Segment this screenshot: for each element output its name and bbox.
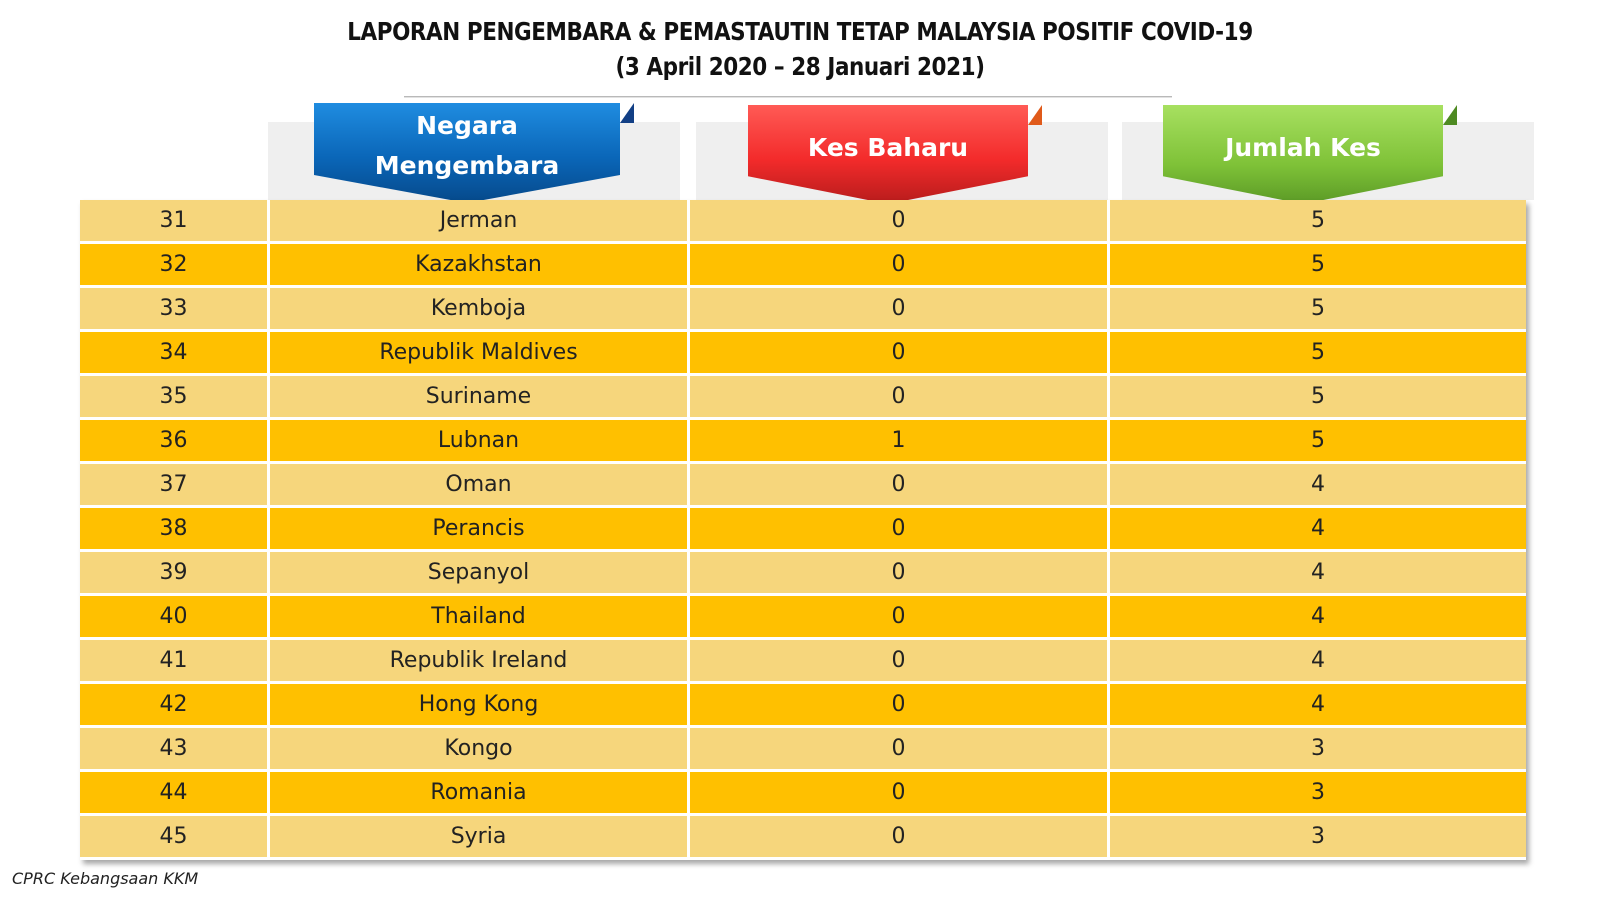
table-row: 32 Kazakhstan 0 5 [80, 244, 1526, 288]
title-divider [404, 96, 1172, 98]
header-negara-line2: Mengembara [374, 151, 560, 180]
new-cases: 0 [690, 288, 1110, 332]
country-name: Thailand [270, 596, 690, 640]
country-name: Romania [270, 772, 690, 816]
table-row: 40 Thailand 0 4 [80, 596, 1526, 640]
new-cases: 0 [690, 640, 1110, 684]
row-number: 36 [80, 420, 270, 464]
new-cases: 1 [690, 420, 1110, 464]
total-cases: 4 [1110, 640, 1526, 684]
new-cases: 0 [690, 684, 1110, 728]
row-number: 41 [80, 640, 270, 684]
new-cases: 0 [690, 552, 1110, 596]
total-cases: 4 [1110, 508, 1526, 552]
new-cases: 0 [690, 244, 1110, 288]
table-row: 31 Jerman 0 5 [80, 200, 1526, 244]
row-number: 45 [80, 816, 270, 860]
country-name: Oman [270, 464, 690, 508]
table-row: 38 Perancis 0 4 [80, 508, 1526, 552]
header-jumlah-kes-label: Jumlah Kes [1225, 132, 1381, 162]
row-number: 37 [80, 464, 270, 508]
cases-table: 31 Jerman 0 5 32 Kazakhstan 0 5 33 Kembo… [80, 200, 1526, 860]
title-line-2: (3 April 2020 – 28 Januari 2021) [615, 52, 985, 81]
total-cases: 4 [1110, 684, 1526, 728]
new-cases: 0 [690, 464, 1110, 508]
total-cases: 3 [1110, 816, 1526, 860]
country-name: Sepanyol [270, 552, 690, 596]
total-cases: 5 [1110, 200, 1526, 244]
total-cases: 4 [1110, 596, 1526, 640]
row-number: 44 [80, 772, 270, 816]
total-cases: 4 [1110, 552, 1526, 596]
country-name: Kongo [270, 728, 690, 772]
negara-banner-fold [620, 103, 634, 123]
country-name: Kazakhstan [270, 244, 690, 288]
title-line-1: LAPORAN PENGEMBARA & PEMASTAUTIN TETAP M… [347, 17, 1253, 46]
table-row: 41 Republik Ireland 0 4 [80, 640, 1526, 684]
row-number: 43 [80, 728, 270, 772]
new-cases: 0 [690, 728, 1110, 772]
new-cases: 0 [690, 508, 1110, 552]
total-cases: 5 [1110, 376, 1526, 420]
total-cases: 3 [1110, 728, 1526, 772]
row-number: 42 [80, 684, 270, 728]
table-row: 39 Sepanyol 0 4 [80, 552, 1526, 596]
total-cases: 5 [1110, 288, 1526, 332]
row-number: 35 [80, 376, 270, 420]
header-negara-line1: Negara [416, 111, 518, 140]
total-cases: 5 [1110, 244, 1526, 288]
row-number: 39 [80, 552, 270, 596]
row-number: 34 [80, 332, 270, 376]
new-cases: 0 [690, 332, 1110, 376]
country-name: Syria [270, 816, 690, 860]
jumlah-banner-fold [1443, 105, 1457, 125]
country-name: Lubnan [270, 420, 690, 464]
table-row: 45 Syria 0 3 [80, 816, 1526, 860]
new-cases: 0 [690, 772, 1110, 816]
table-row: 33 Kemboja 0 5 [80, 288, 1526, 332]
table-row: 44 Romania 0 3 [80, 772, 1526, 816]
table-row: 35 Suriname 0 5 [80, 376, 1526, 420]
row-number: 33 [80, 288, 270, 332]
total-cases: 5 [1110, 332, 1526, 376]
report-title: LAPORAN PENGEMBARA & PEMASTAUTIN TETAP M… [0, 14, 1600, 84]
row-number: 32 [80, 244, 270, 288]
table-row: 43 Kongo 0 3 [80, 728, 1526, 772]
country-name: Republik Maldives [270, 332, 690, 376]
kes-banner-fold [1028, 105, 1042, 125]
country-name: Perancis [270, 508, 690, 552]
new-cases: 0 [690, 376, 1110, 420]
country-name: Suriname [270, 376, 690, 420]
table-row: 37 Oman 0 4 [80, 464, 1526, 508]
new-cases: 0 [690, 200, 1110, 244]
country-name: Hong Kong [270, 684, 690, 728]
table-row: 36 Lubnan 1 5 [80, 420, 1526, 464]
row-number: 31 [80, 200, 270, 244]
header-kes-baharu-label: Kes Baharu [807, 132, 969, 162]
new-cases: 0 [690, 596, 1110, 640]
country-name: Republik Ireland [270, 640, 690, 684]
total-cases: 5 [1110, 420, 1526, 464]
table-row: 34 Republik Maldives 0 5 [80, 332, 1526, 376]
row-number: 40 [80, 596, 270, 640]
row-number: 38 [80, 508, 270, 552]
new-cases: 0 [690, 816, 1110, 860]
country-name: Kemboja [270, 288, 690, 332]
total-cases: 4 [1110, 464, 1526, 508]
total-cases: 3 [1110, 772, 1526, 816]
footer-source: CPRC Kebangsaan KKM [12, 869, 199, 888]
table-row: 42 Hong Kong 0 4 [80, 684, 1526, 728]
country-name: Jerman [270, 200, 690, 244]
